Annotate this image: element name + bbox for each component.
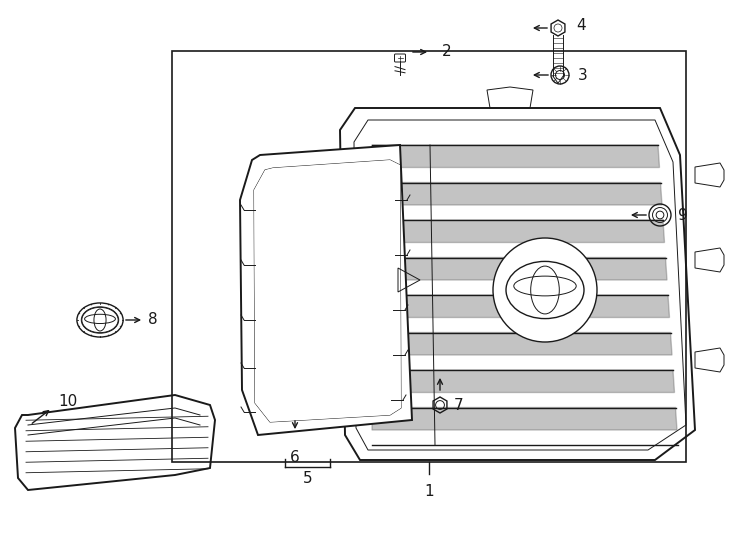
Polygon shape — [372, 220, 664, 242]
Bar — [291, 400, 299, 405]
Bar — [172, 51, 686, 462]
Polygon shape — [240, 145, 412, 435]
Text: 4: 4 — [576, 18, 586, 33]
Text: 3: 3 — [578, 68, 588, 83]
Text: 10: 10 — [58, 395, 77, 409]
Polygon shape — [372, 370, 675, 393]
Text: 1: 1 — [424, 484, 435, 499]
Text: 7: 7 — [454, 397, 464, 413]
Polygon shape — [372, 258, 667, 280]
Polygon shape — [254, 160, 401, 422]
Text: 2: 2 — [442, 44, 451, 59]
Polygon shape — [372, 183, 662, 205]
Polygon shape — [372, 408, 677, 430]
Polygon shape — [372, 295, 669, 318]
Text: 6: 6 — [290, 450, 300, 465]
Text: 9: 9 — [678, 207, 688, 222]
Text: 5: 5 — [302, 471, 312, 486]
Circle shape — [493, 238, 597, 342]
Polygon shape — [254, 160, 401, 422]
Text: 8: 8 — [148, 313, 158, 327]
Ellipse shape — [81, 307, 119, 333]
Polygon shape — [372, 333, 672, 355]
Polygon shape — [372, 145, 660, 167]
